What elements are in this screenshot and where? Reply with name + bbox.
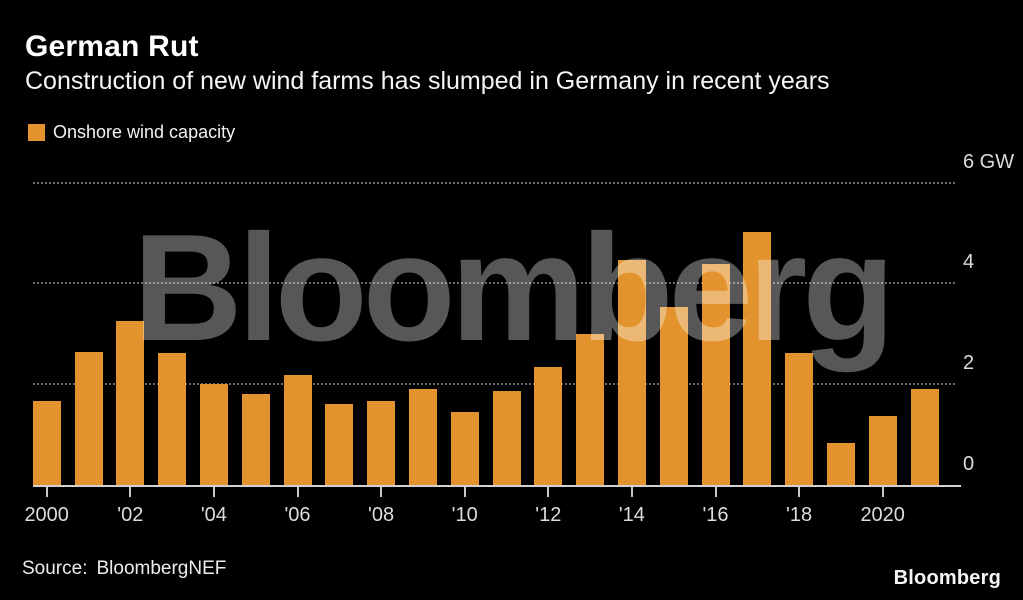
- x-axis-label-2016: '16: [702, 504, 729, 526]
- bar-2007: [325, 404, 354, 485]
- y-axis-label-4: 4: [963, 251, 975, 274]
- bar-2019: [826, 442, 855, 485]
- x-axis-label-2018: '18: [786, 504, 813, 526]
- x-axis-label-2000: 2000: [24, 504, 69, 526]
- x-axis-tick-2000: [45, 487, 48, 497]
- x-axis-tick-2008: [380, 487, 383, 497]
- bar-2021: [910, 388, 939, 485]
- gridline-6: [33, 181, 955, 184]
- bar-2020: [868, 416, 897, 485]
- x-axis-tick-2004: [212, 487, 215, 497]
- bar-2014: [617, 259, 646, 485]
- bar-2012: [534, 366, 563, 485]
- bar-2002: [116, 321, 145, 485]
- bar-2013: [576, 334, 605, 485]
- legend-swatch-icon: [28, 124, 45, 141]
- legend: Onshore wind capacity: [28, 122, 235, 143]
- bar-2010: [450, 412, 479, 485]
- bar-2003: [158, 352, 187, 485]
- bar-2004: [199, 384, 228, 485]
- bar-2018: [785, 353, 814, 485]
- x-axis-label-2012: '12: [535, 504, 562, 526]
- x-axis-label-2020: 2020: [860, 504, 905, 526]
- chart-subtitle: Construction of new wind farms has slump…: [25, 67, 830, 95]
- x-axis-line: [33, 485, 961, 487]
- x-axis-label-2010: '10: [451, 504, 478, 526]
- x-axis-label-2002: '02: [117, 504, 144, 526]
- bar-2006: [283, 375, 312, 485]
- y-axis-label-0: 0: [963, 453, 975, 475]
- x-axis-label-2004: '04: [200, 504, 227, 526]
- page-title: German Rut: [25, 30, 199, 63]
- x-axis-tick-2016: [714, 487, 717, 497]
- x-axis-label-2014: '14: [618, 504, 645, 526]
- x-axis-tick-2012: [547, 487, 550, 497]
- y-axis-label-6: 6 GW: [963, 150, 1015, 173]
- source-line: Source: BloombergNEF: [22, 558, 226, 580]
- gridline-4: [33, 282, 955, 285]
- bar-2005: [241, 393, 270, 485]
- bar-2016: [701, 263, 730, 485]
- legend-label: Onshore wind capacity: [53, 122, 236, 142]
- y-axis-label-2: 2: [963, 352, 975, 375]
- bar-2000: [32, 401, 61, 485]
- bar-2001: [74, 351, 103, 485]
- source-label: Source:: [22, 558, 88, 579]
- x-axis-tick-2018: [798, 487, 801, 497]
- x-axis-tick-2002: [129, 487, 132, 497]
- x-axis-tick-2014: [630, 487, 633, 497]
- bar-2017: [743, 231, 772, 485]
- source-value: BloombergNEF: [96, 558, 227, 579]
- x-axis-tick-2006: [296, 487, 299, 497]
- bar-2015: [659, 307, 688, 485]
- x-axis-label-2008: '08: [368, 504, 395, 526]
- bar-2009: [408, 389, 437, 485]
- x-axis-tick-2020: [881, 487, 884, 497]
- bar-2011: [492, 390, 521, 485]
- bar-2008: [367, 400, 396, 485]
- x-axis-tick-2010: [463, 487, 466, 497]
- bloomberg-logo: Bloomberg: [893, 567, 1001, 589]
- x-axis-label-2006: '06: [284, 504, 311, 526]
- gridline-2: [33, 383, 955, 386]
